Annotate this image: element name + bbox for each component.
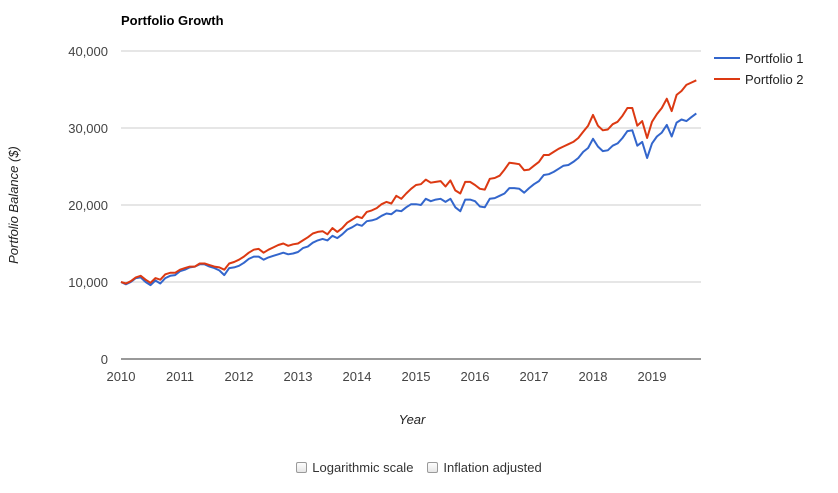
chart-options: Logarithmic scale Inflation adjusted xyxy=(0,456,838,478)
x-tick-label: 2011 xyxy=(166,369,194,384)
inflation-adjusted-checkbox-box[interactable] xyxy=(427,461,439,473)
x-tick-label: 2018 xyxy=(579,369,608,384)
y-tick-label: 40,000 xyxy=(68,44,108,59)
x-tick-label: 2015 xyxy=(402,369,431,384)
x-tick-label: 2016 xyxy=(461,369,490,384)
series-line-portfolio-2 xyxy=(120,79,697,285)
x-tick-label: 2014 xyxy=(343,369,372,384)
y-axis-title: Portfolio Balance ($) xyxy=(6,146,21,264)
log-scale-checkbox-box[interactable] xyxy=(296,461,308,473)
x-tick-label: 2012 xyxy=(225,369,254,384)
x-tick-label: 2019 xyxy=(638,369,667,384)
x-tick-label: 2013 xyxy=(284,369,313,384)
y-tick-label: 0 xyxy=(101,352,108,367)
chart-title: Portfolio Growth xyxy=(121,13,224,28)
log-scale-label: Logarithmic scale xyxy=(312,459,414,475)
log-scale-checkbox[interactable]: Logarithmic scale xyxy=(296,460,413,475)
x-tick-label: 2017 xyxy=(520,369,549,384)
y-tick-label: 20,000 xyxy=(68,198,108,213)
legend-label: Portfolio 2 xyxy=(745,72,804,87)
series-line-portfolio-1 xyxy=(120,112,697,287)
y-tick-label: 10,000 xyxy=(68,275,108,290)
inflation-adjusted-checkbox[interactable]: Inflation adjusted xyxy=(427,459,542,475)
y-axis-ticks: 0 10,000 20,000 30,000 40,000 xyxy=(68,44,108,367)
x-axis-title: Year xyxy=(399,412,426,427)
x-axis-ticks: 2010 2011 2012 2013 2014 2015 2016 2017 2018 2019 xyxy=(107,369,667,384)
inflation-adjusted-label: Inflation adjusted xyxy=(443,459,542,475)
legend-label: Portfolio 1 xyxy=(745,51,804,66)
x-tick-label: 2010 xyxy=(107,369,136,384)
legend: Portfolio 1 Portfolio 2 xyxy=(714,51,804,87)
y-tick-label: 30,000 xyxy=(68,121,108,136)
series-lines xyxy=(120,79,697,287)
